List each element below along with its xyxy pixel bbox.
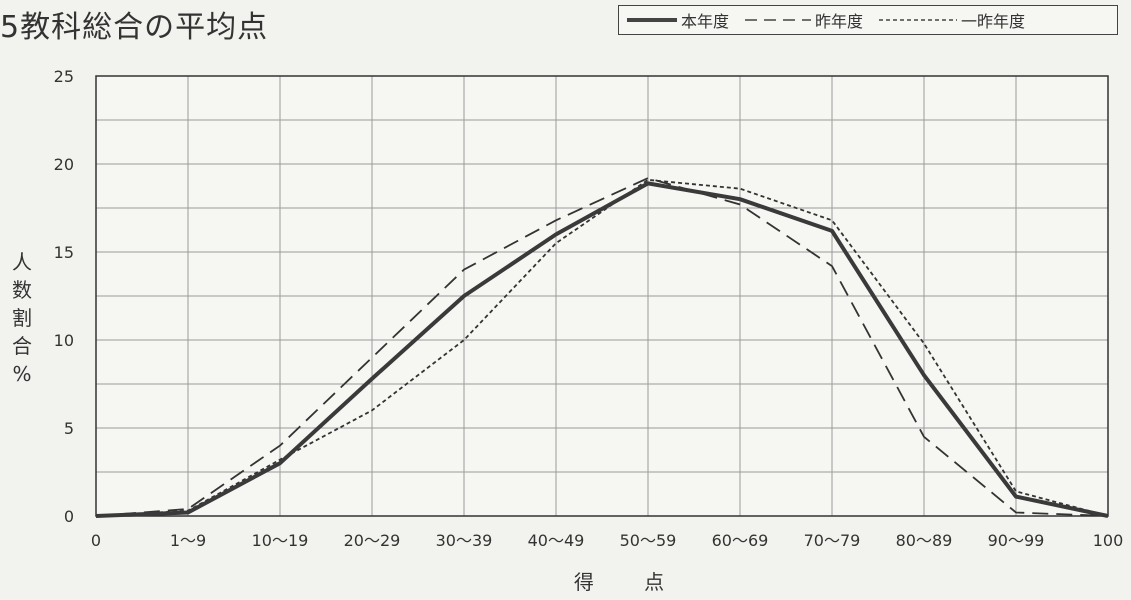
x-tick-label: 30～39: [436, 531, 493, 550]
y-axis-label: 人 数 割 合 %: [8, 248, 36, 388]
x-axis-label: 得 点: [573, 570, 687, 594]
y-axis-label-char: 割: [12, 306, 32, 330]
legend-item-last-year: 昨年度: [745, 8, 863, 32]
y-tick-label: 20: [54, 155, 74, 174]
y-tick-label: 25: [54, 67, 74, 86]
legend-item-two-years-ago: 一昨年度: [879, 8, 1025, 32]
x-tick-label: 90～99: [988, 531, 1045, 550]
legend-swatch-dashed: [745, 19, 812, 21]
legend-swatch-solid: [627, 18, 677, 22]
series-line-solid: [95, 181, 1109, 518]
x-tick-label: 10～19: [252, 531, 309, 550]
x-tick-label: 50～59: [620, 531, 677, 550]
y-axis-label-char: 数: [12, 278, 32, 302]
y-axis-label-char: 合: [12, 334, 32, 358]
legend: 本年度 昨年度 一昨年度: [618, 5, 1118, 35]
legend-swatch-dotted: [879, 19, 958, 21]
y-tick-label: 15: [54, 243, 74, 262]
x-tick-label: 70～79: [804, 531, 861, 550]
legend-item-this-year: 本年度: [627, 8, 729, 32]
legend-label-this-year: 本年度: [681, 12, 730, 31]
x-tick-label: 0: [91, 531, 101, 550]
x-tick-label: 60～69: [712, 531, 769, 550]
y-axis-label-char: 人: [12, 250, 32, 274]
x-tick-label: 40～49: [528, 531, 585, 550]
y-tick-label: 5: [64, 419, 74, 438]
chart-title: 5教科総合の平均点: [0, 10, 269, 45]
x-tick-label: 80～89: [896, 531, 953, 550]
series-line-dashed: [95, 177, 1109, 517]
x-tick-label: 100: [1093, 531, 1124, 550]
legend-label-last-year: 昨年度: [815, 12, 864, 31]
y-tick-label: 10: [54, 331, 74, 350]
x-tick-label: 1～9: [170, 531, 206, 550]
legend-label-two-years-ago: 一昨年度: [961, 12, 1026, 31]
y-tick-label: 0: [64, 507, 74, 526]
x-tick-label: 20～29: [344, 531, 401, 550]
plot-border: [95, 75, 1109, 517]
y-axis-label-char: %: [12, 362, 32, 386]
